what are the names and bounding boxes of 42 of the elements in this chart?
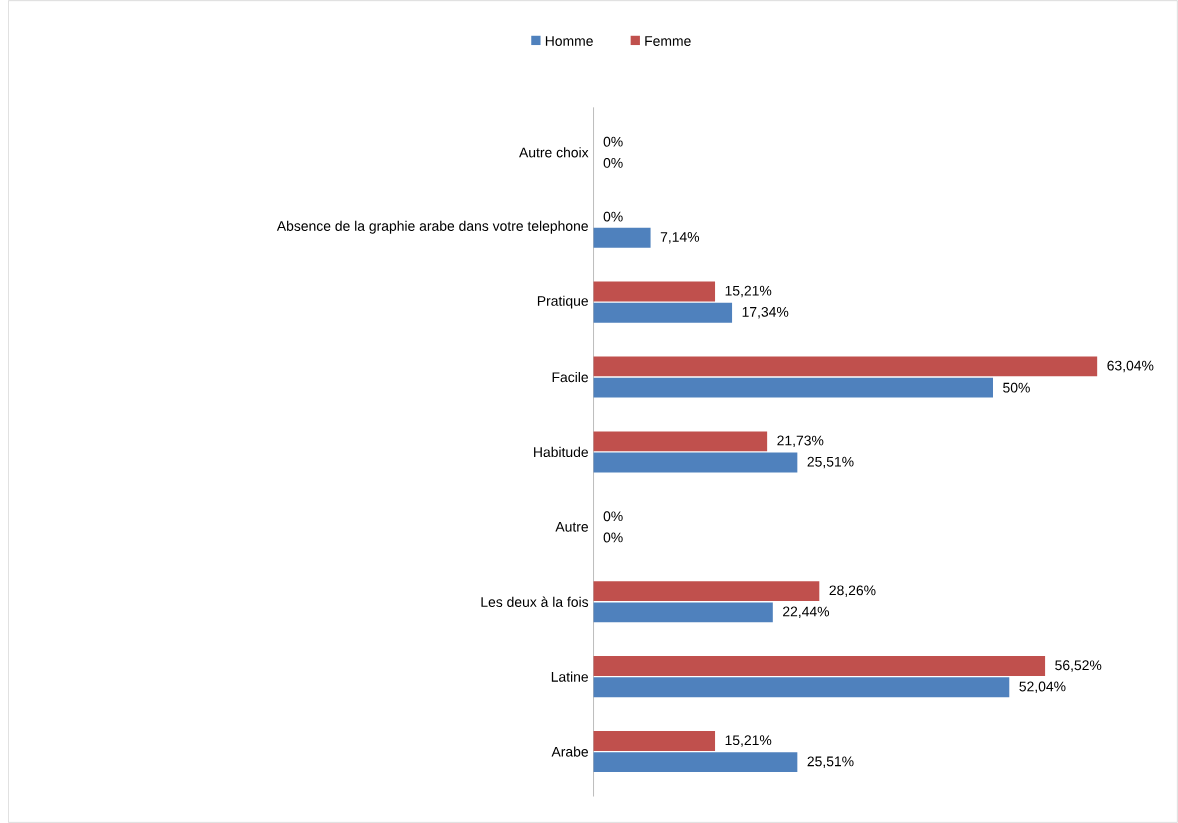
y-tick-label: Facile	[552, 371, 588, 383]
bar	[593, 731, 716, 751]
y-tick-label: Latine	[551, 671, 588, 682]
data-label: 0%	[603, 532, 623, 543]
data-label: 21,73%	[777, 435, 824, 448]
bar	[593, 677, 1010, 698]
data-label: 52,04%	[1019, 681, 1066, 694]
data-label: 22,44%	[783, 606, 830, 619]
data-label: 15,21%	[725, 285, 772, 298]
y-tick-label: Habitude	[534, 446, 588, 458]
data-label: 50%	[1003, 382, 1030, 393]
data-label: 0%	[603, 211, 623, 222]
data-label: 56,52%	[1055, 660, 1102, 672]
y-tick-label: Absence de la graphie arabe dans votre telephone	[276, 220, 588, 234]
y-tick-label: Autre	[555, 521, 588, 532]
data-label: 25,51%	[807, 756, 854, 768]
y-tick-label: Les deux à la fois	[481, 596, 589, 607]
legend-label: Homme	[545, 36, 593, 46]
data-label: 17,34%	[742, 306, 789, 319]
bar	[593, 281, 716, 302]
data-label: 0%	[603, 136, 623, 147]
y-tick-label: Arabe	[551, 746, 588, 757]
data-label: 7,14%	[660, 232, 700, 244]
data-label: 63,04%	[1107, 360, 1154, 373]
bar	[593, 377, 993, 398]
bar	[593, 356, 1098, 377]
data-label: 25,51%	[807, 456, 854, 469]
bar	[593, 752, 798, 773]
bar	[593, 581, 820, 602]
bar	[593, 452, 798, 473]
data-label: 28,26%	[829, 585, 876, 597]
bar	[593, 602, 773, 623]
bar	[593, 227, 651, 248]
y-tick-label: Autre choix	[519, 147, 589, 158]
bar	[593, 431, 768, 452]
data-label: 0%	[603, 157, 623, 168]
legend-label: Femme	[645, 36, 691, 46]
data-label: 0%	[603, 511, 623, 522]
bar	[593, 302, 733, 323]
y-tick-label: Pratique	[537, 295, 588, 309]
bar	[593, 656, 1046, 676]
data-label: 15,21%	[725, 735, 772, 747]
